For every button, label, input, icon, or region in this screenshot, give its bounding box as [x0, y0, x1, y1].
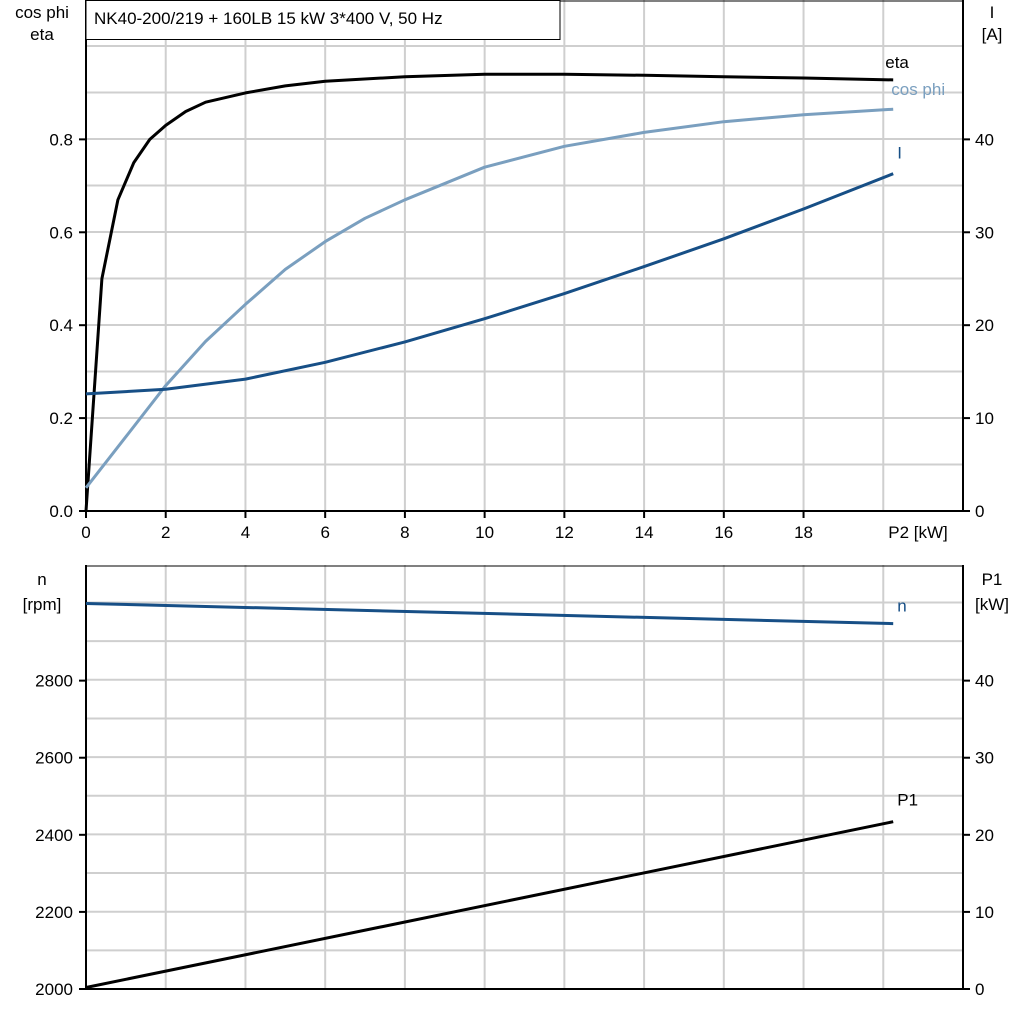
series-label-cos-phi: cos phi [891, 80, 945, 99]
y-right-label: [A] [982, 25, 1003, 44]
x-tick-label: 4 [241, 523, 250, 542]
x-tick-label: 8 [400, 523, 409, 542]
y-right-label: I [990, 3, 995, 22]
y-left-tick-label: 0.4 [49, 316, 73, 335]
y-left-tick-label: 2800 [35, 672, 73, 691]
y-left-label: eta [30, 25, 54, 44]
title-box [85, 0, 561, 40]
y-left-tick-label: 0.8 [49, 130, 73, 149]
y-right-tick-label: 30 [975, 749, 994, 768]
y-right-tick-label: 0 [975, 502, 984, 521]
y-left-tick-label: 2400 [35, 826, 73, 845]
y-right-tick-label: 10 [975, 903, 994, 922]
y-right-label: P1 [982, 570, 1003, 589]
x-tick-label: 14 [635, 523, 654, 542]
x-tick-label: 6 [320, 523, 329, 542]
x-axis-label: P2 [kW] [888, 523, 948, 542]
y-right-tick-label: 0 [975, 980, 984, 999]
y-right-tick-label: 40 [975, 672, 994, 691]
y-left-tick-label: 0.2 [49, 409, 73, 428]
chart-title: NK40-200/219 + 160LB 15 kW 3*400 V, 50 H… [94, 9, 443, 28]
series-label-eta: eta [885, 53, 909, 72]
x-tick-label: 10 [475, 523, 494, 542]
y-left-tick-label: 2600 [35, 749, 73, 768]
y-left-label: n [37, 570, 46, 589]
y-right-tick-label: 10 [975, 409, 994, 428]
series-line-eta [84, 72, 894, 512]
series-label-n: n [897, 597, 906, 616]
series-line-P1 [85, 820, 894, 989]
series-label-P1: P1 [897, 791, 918, 810]
y-left-label: [rpm] [23, 595, 62, 614]
series-label-I: I [897, 144, 902, 163]
y-right-tick-label: 20 [975, 826, 994, 845]
y-right-tick-label: 40 [975, 130, 994, 149]
y-left-tick-label: 0.6 [49, 223, 73, 242]
y-left-tick-label: 2200 [35, 903, 73, 922]
y-left-tick-label: 2000 [35, 980, 73, 999]
x-tick-label: 18 [794, 523, 813, 542]
series-line-I [85, 172, 894, 396]
y-right-label: [kW] [975, 595, 1009, 614]
x-tick-label: 12 [555, 523, 574, 542]
series-line-n [85, 602, 894, 626]
x-tick-label: 0 [81, 523, 90, 542]
y-left-tick-label: 0.0 [49, 502, 73, 521]
x-tick-label: 16 [714, 523, 733, 542]
y-right-tick-label: 20 [975, 316, 994, 335]
series-line-cos-phi [84, 107, 894, 489]
y-right-tick-label: 30 [975, 223, 994, 242]
x-tick-label: 2 [161, 523, 170, 542]
y-left-label: cos phi [15, 3, 69, 22]
